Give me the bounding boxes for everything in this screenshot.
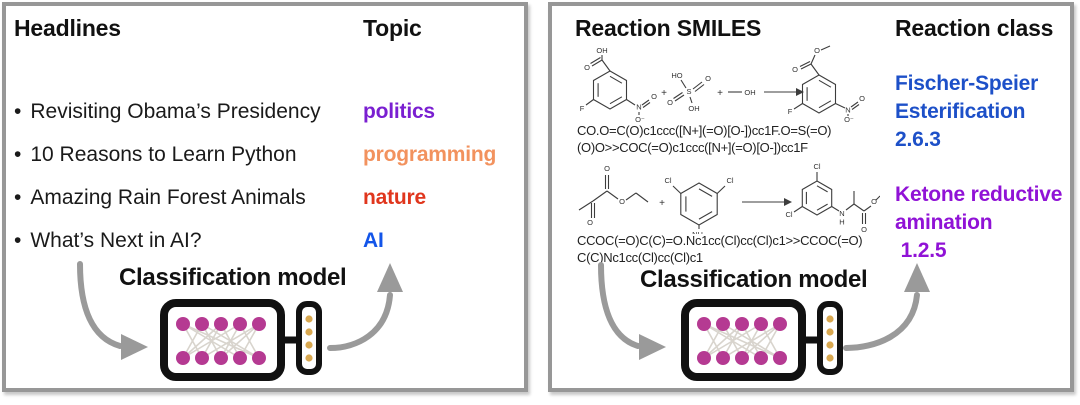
reaction-class-1: Fischer-Speier Esterification 2.6.3 [895,70,1038,154]
smiles-line: (O)O>>COC(=O)c1ccc([N+](=O)[O-])cc1F [577,140,808,155]
headline-text: Revisiting Obama’s Presidency [30,100,321,123]
class-name-line: Esterification [895,100,1026,123]
atom-label: O [705,74,711,83]
atom-label: O [792,65,798,74]
reactions-panel: Reaction SMILES Reaction class [548,2,1074,392]
model-label: Classification model [119,264,347,291]
topic-label: politics [363,100,435,123]
atom-label: O [814,46,820,55]
model-label: Classification model [640,266,868,293]
atom-label: Cl [726,176,733,185]
reaction-arrow [784,198,792,206]
class-number: 2.6.3 [895,128,941,151]
atom-label: Cl [813,162,820,171]
reaction-class-2: Ketone reductive amination 1.2.5 [895,181,1062,265]
headlines-header: Headlines [14,15,121,41]
smiles-text-1: CO.O=C(O)c1ccc([N+](=O)[O-])cc1F.O=S(=O)… [577,122,831,156]
atom-label: O [871,197,877,206]
headlines-panel: Headlines Topic • Revisiting Obama’s Pres… [2,2,528,392]
smiles-line: C(C)Nc1cc(Cl)cc(Cl)c1 [577,250,703,265]
bullet-icon: • [14,186,22,209]
atom-label: O [587,218,593,227]
atom-label: Cl [785,210,792,219]
neural-network-icon [160,299,322,381]
class-name-line: amination [895,211,993,234]
atom-label: O [859,94,865,103]
atom-label: O [667,98,673,107]
atom-label: O⁻ [844,115,854,122]
atom-label: Cl [664,176,671,185]
reaction-smiles-header: Reaction SMILES [575,15,762,41]
atom-label: OH [688,104,699,113]
smiles-text-2: CCOC(=O)C(C)=O.Nc1cc(Cl)cc(Cl)c1>>CCOC(=… [577,232,863,266]
atom-label: F [788,107,793,116]
class-name-line: Ketone reductive [895,183,1063,206]
list-item: • Revisiting Obama’s Presidency [14,90,321,133]
bullet-icon: • [14,143,22,166]
headline-text: What’s Next in AI? [30,229,202,252]
headline-text: 10 Reasons to Learn Python [30,143,297,166]
smiles-line: CO.O=C(O)c1ccc([N+](=O)[O-])cc1F.O=S(=O) [577,123,832,138]
atom-label: N [845,106,850,115]
atom-label: N [636,103,641,112]
topic-label: nature [363,186,426,209]
atom-label: O [584,63,590,72]
list-item: • 10 Reasons to Learn Python [14,133,321,176]
atom-label: OH [596,46,607,55]
neural-network-icon [681,299,843,381]
plus-sign: + [659,198,665,209]
headlines-list: • Revisiting Obama’s Presidency • 10 Reaso… [14,90,321,262]
class-name-line: Fischer-Speier [895,72,1039,95]
bullet-icon: • [14,229,22,252]
reaction-class-header: Reaction class [895,15,1054,41]
bullet-icon: • [14,100,22,123]
atom-label: F [580,104,585,113]
atom-label: O [604,164,610,173]
topic-header: Topic [363,15,422,41]
class-number: 1.2.5 [895,239,947,262]
smiles-line: CCOC(=O)C(C)=O.Nc1cc(Cl)cc(Cl)c1>>CCOC(=… [577,233,863,248]
atom-label: H [839,218,844,227]
atom-label: O [861,225,867,234]
plus-sign: + [717,88,723,99]
atom-label: O [651,92,657,101]
atom-label: S [686,87,691,96]
atom-label: NH₂ [692,230,706,234]
topic-label: AI [363,229,384,252]
atom-label: O [619,197,625,206]
topics-list: politics programming nature AI [363,90,496,262]
atom-label: HO [671,71,682,80]
reaction-structure-amination: O O O + Cl Cl NH₂ Cl Cl N H O O [578,162,880,234]
reaction-structure-esterification: OH O F N O O⁻ + HO S O O OH + OH O O F N… [580,45,865,122]
headline-text: Amazing Rain Forest Animals [30,186,306,209]
reaction-arrow [796,88,804,96]
atom-label: N [839,209,844,218]
atom-label: O⁻ [635,115,645,122]
list-item: • Amazing Rain Forest Animals [14,176,321,219]
topic-label: programming [363,143,497,166]
plus-sign: + [661,88,667,99]
atom-label: OH [744,88,755,97]
list-item: • What’s Next in AI? [14,219,321,262]
